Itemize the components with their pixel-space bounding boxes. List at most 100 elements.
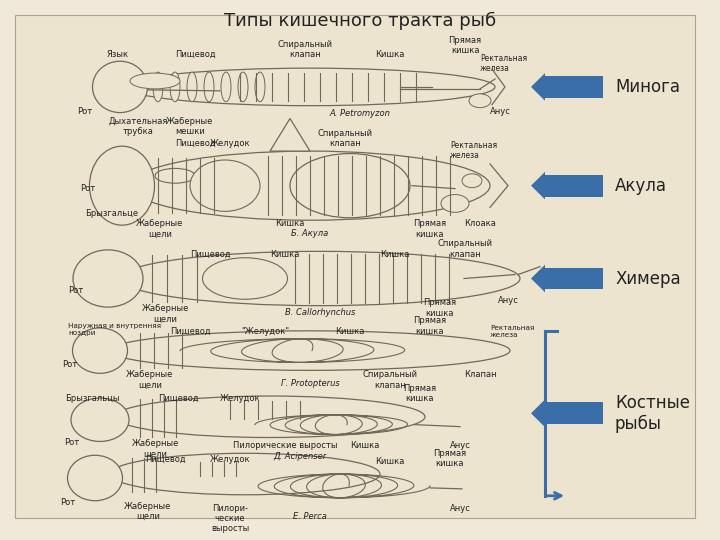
Text: Костные
рыбы: Костные рыбы [615, 394, 690, 433]
Text: Рот: Рот [60, 498, 76, 507]
Text: Спиральный
клапан: Спиральный клапан [438, 239, 492, 259]
Text: Спиральный
клапан: Спиральный клапан [277, 40, 333, 59]
FancyBboxPatch shape [545, 402, 603, 424]
Text: Прямая
кишка: Прямая кишка [403, 383, 436, 403]
Text: Клоака: Клоака [464, 219, 496, 228]
Text: Ректальная
железа: Ректальная железа [490, 325, 534, 338]
Text: Пищевод: Пищевод [158, 394, 198, 403]
Text: Кишка: Кишка [336, 327, 365, 336]
Text: Анус: Анус [449, 504, 470, 512]
Text: Кишка: Кишка [351, 442, 379, 450]
Ellipse shape [130, 73, 180, 89]
Text: Прямая
кишка: Прямая кишка [413, 316, 446, 336]
Ellipse shape [221, 72, 231, 102]
Text: Прямая
кишка: Прямая кишка [433, 449, 467, 468]
Text: Брызгальце: Брызгальце [86, 210, 138, 218]
Text: Прямая
кишка: Прямая кишка [449, 36, 482, 55]
Ellipse shape [92, 61, 148, 112]
Ellipse shape [238, 72, 248, 102]
Text: Жаберные
щели: Жаберные щели [141, 304, 189, 323]
Ellipse shape [155, 168, 195, 183]
Polygon shape [531, 265, 545, 292]
Text: Желудок: Желудок [220, 394, 261, 403]
Ellipse shape [170, 72, 180, 102]
Text: Анус: Анус [490, 107, 510, 116]
Text: Кишка: Кишка [270, 249, 300, 259]
Ellipse shape [89, 146, 155, 225]
Text: Пищевод: Пищевод [170, 327, 210, 336]
FancyBboxPatch shape [545, 268, 603, 289]
Text: Желудок: Желудок [210, 455, 251, 464]
Text: Прямая
кишка: Прямая кишка [413, 219, 446, 239]
Text: Кишка: Кишка [275, 219, 305, 228]
Text: Рот: Рот [64, 437, 80, 447]
Ellipse shape [255, 72, 265, 102]
Text: Пищевод: Пищевод [175, 50, 215, 59]
Text: Язык: Язык [107, 50, 129, 59]
FancyBboxPatch shape [545, 175, 603, 197]
Text: Пилори-
ческие
выросты: Пилори- ческие выросты [211, 504, 249, 534]
Text: Рот: Рот [81, 184, 96, 193]
Text: Химера: Химера [615, 269, 680, 287]
Ellipse shape [73, 250, 143, 307]
Text: Анус: Анус [498, 296, 518, 305]
Text: Желудок: Желудок [210, 139, 251, 148]
Text: Жаберные
щели: Жаберные щели [131, 440, 179, 459]
Text: Кишка: Кишка [375, 50, 405, 59]
Text: Дыхательная
трубка: Дыхательная трубка [108, 117, 168, 136]
Ellipse shape [68, 455, 122, 501]
FancyBboxPatch shape [15, 15, 695, 518]
Text: Жаберные
мешки: Жаберные мешки [166, 117, 214, 136]
Ellipse shape [462, 174, 482, 187]
Text: Д. Acipenser: Д. Acipenser [274, 453, 327, 461]
Text: Пищевод: Пищевод [145, 455, 185, 464]
Polygon shape [270, 118, 310, 151]
Polygon shape [531, 73, 545, 101]
Text: Прямая
кишка: Прямая кишка [423, 298, 456, 318]
Text: Минога: Минога [615, 78, 680, 96]
Text: Рот: Рот [77, 107, 93, 116]
Ellipse shape [125, 68, 495, 106]
Text: Жаберные
щели: Жаберные щели [125, 502, 171, 521]
Text: Б. Акула: Б. Акула [292, 229, 328, 238]
Text: Жаберные
щели: Жаберные щели [136, 219, 184, 239]
Text: Спиральный
клапан: Спиральный клапан [362, 370, 418, 390]
Text: Жаберные
щели: Жаберные щели [126, 370, 174, 390]
Text: Пилорические выросты: Пилорические выросты [233, 442, 337, 450]
Text: Е. Perca: Е. Perca [293, 511, 327, 521]
Ellipse shape [110, 453, 380, 495]
Text: Г. Protopterus: Г. Protopterus [281, 379, 339, 388]
FancyBboxPatch shape [545, 76, 603, 98]
Text: Наружная и внутренняя
ноздри: Наружная и внутренняя ноздри [68, 323, 161, 336]
Text: Ректальная
железа: Ректальная железа [450, 140, 497, 160]
Text: Рот: Рот [63, 361, 78, 369]
Ellipse shape [187, 72, 197, 102]
Ellipse shape [71, 398, 129, 442]
Text: Акула: Акула [615, 177, 667, 194]
Text: А. Petromyzon: А. Petromyzon [330, 109, 390, 118]
Ellipse shape [204, 72, 214, 102]
Ellipse shape [469, 94, 491, 107]
Polygon shape [531, 400, 545, 427]
Text: В. Callorhynchus: В. Callorhynchus [285, 308, 355, 317]
Ellipse shape [130, 151, 490, 220]
Ellipse shape [202, 258, 287, 299]
Text: Брызгальцы: Брызгальцы [65, 394, 120, 403]
Ellipse shape [190, 160, 260, 211]
Ellipse shape [73, 328, 127, 373]
Text: Ректальная
железа: Ректальная железа [480, 53, 527, 73]
Text: Кишка: Кишка [380, 249, 410, 259]
Ellipse shape [153, 72, 163, 102]
Ellipse shape [441, 194, 469, 212]
Text: Пищевод: Пищевод [189, 249, 230, 259]
Text: Спиральный
клапан: Спиральный клапан [318, 129, 372, 148]
Text: Клапан: Клапан [464, 370, 496, 379]
Text: Кишка: Кишка [375, 457, 405, 466]
Ellipse shape [110, 331, 510, 370]
Ellipse shape [120, 251, 520, 306]
Polygon shape [531, 172, 545, 199]
Text: Рот: Рот [68, 286, 84, 295]
Text: Пищевод: Пищевод [175, 139, 215, 148]
Text: Типы кишечного тракта рыб: Типы кишечного тракта рыб [224, 12, 496, 30]
Ellipse shape [115, 396, 425, 437]
